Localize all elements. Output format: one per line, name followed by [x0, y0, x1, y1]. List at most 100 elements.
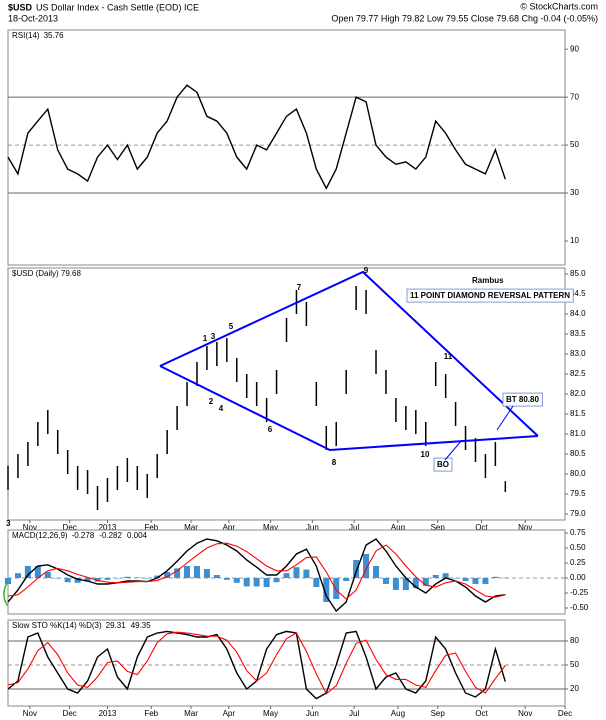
histogram-bar: [243, 578, 250, 587]
histogram-bar: [114, 578, 121, 579]
panel-label: RSI(14): [12, 31, 40, 40]
histogram-bar: [184, 566, 191, 578]
y-tick-label: 82.0: [570, 389, 586, 398]
x-tick-label: 2013: [99, 523, 117, 532]
y-tick-label: -0.50: [570, 603, 589, 612]
histogram-bar: [333, 578, 340, 599]
x-tick-label: Mar: [184, 709, 198, 718]
y-tick-label: 80: [570, 636, 579, 645]
histogram-bar: [373, 566, 380, 578]
annotation: BT 80.80: [506, 395, 539, 404]
x-tick-label: Oct: [475, 523, 488, 532]
histogram-bar: [34, 566, 41, 578]
wave-label: 7: [297, 283, 302, 292]
histogram-bar: [14, 573, 21, 578]
panel-frame: [7, 29, 566, 266]
x-tick-label: Sep: [431, 709, 446, 718]
y-tick-label: 0.75: [570, 528, 586, 537]
histogram-bar: [492, 576, 499, 578]
y-tick-label: 81.0: [570, 429, 586, 438]
annotation-box: [502, 392, 543, 407]
wave-label: 10: [421, 450, 430, 459]
histogram-bar: [213, 575, 220, 578]
wave-label: 11: [444, 352, 453, 361]
histogram-bar: [263, 578, 270, 587]
y-tick-label: 90: [570, 44, 579, 53]
x-tick-label: Feb: [144, 709, 158, 718]
histogram-bar: [303, 569, 310, 578]
histogram-bar: [402, 578, 409, 590]
series-line: [7, 542, 506, 600]
histogram-bar: [363, 554, 370, 578]
y-tick-label: -0.25: [570, 588, 589, 597]
histogram-bar: [313, 578, 320, 587]
series-line: [7, 631, 506, 695]
corner-label: 3: [6, 519, 11, 528]
wave-label: 6: [268, 425, 273, 434]
y-tick-label: 50: [570, 140, 579, 149]
x-tick-label: Jun: [306, 523, 319, 532]
y-tick-label: 79.5: [570, 489, 586, 498]
y-tick-label: 10: [570, 236, 579, 245]
histogram-bar: [154, 575, 161, 578]
legend-value: 29.31: [106, 621, 127, 630]
annotation-arrow: [496, 405, 514, 431]
trendline: [159, 365, 538, 452]
y-tick-label: 83.0: [570, 349, 586, 358]
legend-value: -0.278: [72, 531, 95, 540]
x-tick-label: Sep: [431, 523, 446, 532]
y-tick-label: 0.50: [570, 543, 586, 552]
histogram-bar: [353, 560, 360, 578]
histogram-bar: [323, 578, 330, 602]
histogram-bar: [293, 567, 300, 578]
x-tick-label: Feb: [144, 523, 158, 532]
x-tick-label: Oct: [475, 709, 488, 718]
histogram-bar: [343, 578, 350, 581]
wave-label: 2: [209, 397, 214, 406]
wave-label: 3: [211, 332, 216, 341]
x-tick-label: Nov: [23, 523, 37, 532]
x-tick-label: Nov: [518, 523, 532, 532]
quote: Open 79.77 High 79.82 Low 79.55 Close 79…: [331, 13, 598, 23]
symbol: $USD: [8, 2, 33, 12]
credit: © StockCharts.com: [520, 1, 598, 11]
histogram-bar: [94, 578, 101, 582]
wave-label: 5: [229, 322, 234, 331]
y-tick-label: 81.5: [570, 409, 586, 418]
x-tick-label: Jul: [349, 709, 359, 718]
x-tick-label: Aug: [391, 709, 405, 718]
panel-label: $USD (Daily) 79.68: [12, 269, 81, 278]
histogram-bar: [164, 572, 171, 578]
annotation: BO: [437, 460, 449, 469]
histogram-bar: [134, 577, 141, 578]
histogram-bar: [462, 578, 469, 581]
histogram-bar: [253, 578, 260, 587]
x-tick-label: Apr: [223, 709, 236, 718]
histogram-bar: [174, 568, 181, 578]
x-tick-label: 2013: [99, 709, 117, 718]
histogram-bar: [502, 577, 509, 579]
x-tick-label: Dec: [63, 523, 77, 532]
histogram-bar: [84, 578, 91, 582]
y-tick-label: 84.0: [570, 309, 586, 318]
legend-value: 35.76: [44, 31, 65, 40]
date: 18-Oct-2013: [8, 13, 58, 23]
instrument-name: US Dollar Index - Cash Settle (EOD) ICE: [36, 2, 199, 12]
y-tick-label: 83.5: [570, 329, 586, 338]
histogram-bar: [74, 578, 81, 583]
histogram-bar: [44, 572, 51, 578]
y-tick-label: 82.5: [570, 369, 586, 378]
y-tick-label: 0.00: [570, 573, 586, 582]
histogram-bar: [422, 578, 429, 586]
histogram-bar: [233, 578, 240, 583]
x-tick-label: Jul: [349, 523, 359, 532]
histogram-bar: [412, 578, 419, 589]
histogram-bar: [124, 576, 131, 578]
histogram-bar: [432, 575, 439, 578]
y-tick-label: 30: [570, 188, 579, 197]
annotation-arrow: [444, 439, 463, 461]
x-tick-label: Dec: [63, 709, 77, 718]
annotation-box: [433, 457, 453, 472]
histogram-bar: [392, 578, 399, 590]
